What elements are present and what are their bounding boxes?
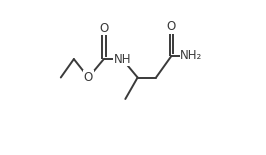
Text: NH₂: NH₂ bbox=[180, 49, 202, 62]
Text: O: O bbox=[84, 71, 93, 84]
Text: O: O bbox=[167, 20, 176, 33]
Text: NH: NH bbox=[114, 53, 131, 66]
Text: O: O bbox=[99, 22, 109, 35]
